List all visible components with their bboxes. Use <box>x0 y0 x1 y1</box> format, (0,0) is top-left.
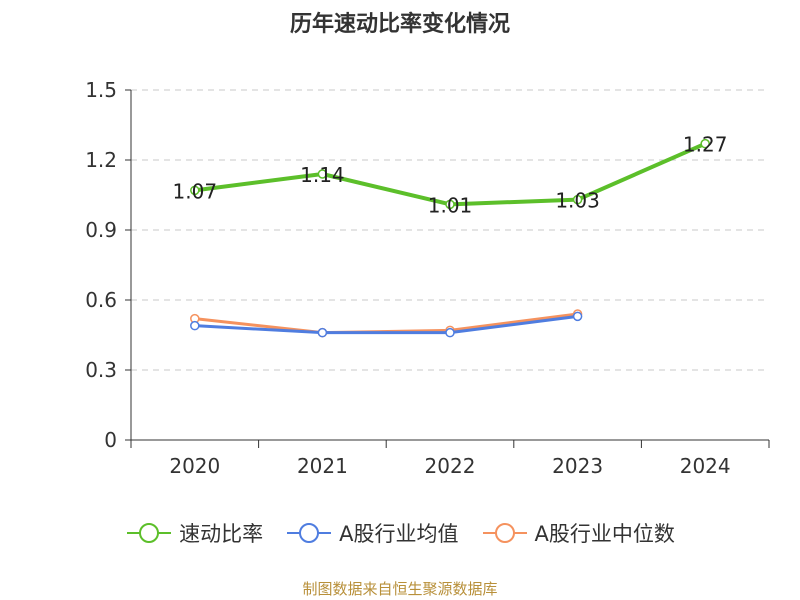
y-tick-label: 0.3 <box>85 358 117 382</box>
data-point <box>190 320 200 331</box>
x-tick-label: 2022 <box>425 454 476 478</box>
data-point <box>190 185 200 196</box>
legend-marker-icon <box>482 523 527 543</box>
data-label: 1.27 <box>683 133 728 157</box>
y-tick-label: 0 <box>104 428 117 452</box>
data-label: 1.14 <box>300 163 345 187</box>
data-point <box>572 194 583 205</box>
x-tick-label: 2024 <box>680 454 731 478</box>
data-point <box>700 138 710 149</box>
data-label: 1.07 <box>173 179 218 203</box>
chart-title: 历年速动比率变化情况 <box>289 12 510 37</box>
legend-label: A股行业中位数 <box>534 522 675 546</box>
data-label: 1.03 <box>555 189 600 213</box>
data-point <box>572 311 583 322</box>
data-point <box>317 327 328 338</box>
y-tick-label: 0.6 <box>85 288 117 312</box>
series-line <box>194 314 578 335</box>
legend-marker-icon <box>287 523 332 543</box>
data-point <box>317 169 328 179</box>
legend-item-industry-mean[interactable]: A股行业均值 <box>285 518 459 548</box>
data-point <box>445 199 455 210</box>
data-point <box>445 327 455 338</box>
legend-item-industry-median[interactable]: A股行业中位数 <box>481 518 675 548</box>
y-tick-label: 1.2 <box>85 148 117 172</box>
data-label: 1.01 <box>428 193 473 217</box>
legend-label: 速动比率 <box>179 522 264 546</box>
legend: 速动比率 A股行业均值 A股行业中位数 <box>0 518 800 548</box>
y-tick-label: 1.5 <box>85 78 117 102</box>
legend-marker-icon <box>127 523 172 543</box>
y-tick-label: 0.9 <box>85 218 117 242</box>
x-tick-label: 2023 <box>552 454 603 478</box>
legend-item-quick-ratio[interactable]: 速动比率 <box>125 518 263 548</box>
legend-label: A股行业均值 <box>339 522 459 546</box>
source-note: 制图数据来自恒生聚源数据库 <box>302 580 498 598</box>
x-tick-label: 2020 <box>169 454 220 478</box>
x-tick-label: 2021 <box>297 454 348 478</box>
